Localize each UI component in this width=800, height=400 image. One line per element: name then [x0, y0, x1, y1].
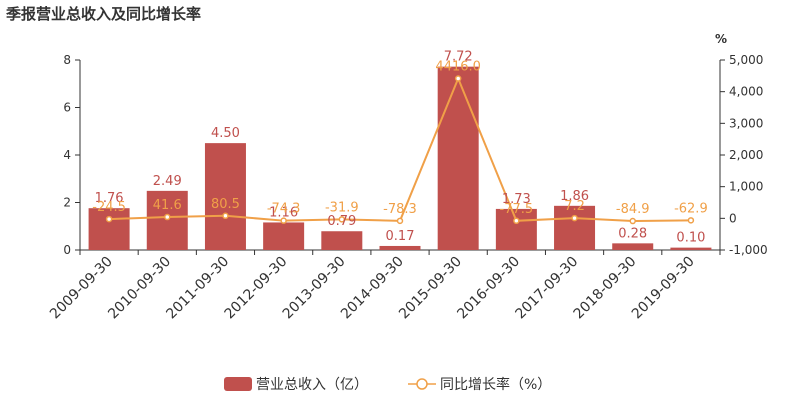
- legend-bar-label: 营业总收入（亿）: [256, 377, 368, 393]
- y-left-tick-label: 6: [63, 101, 71, 115]
- growth-value-label: -31.9: [325, 200, 359, 215]
- y-left-tick-label: 0: [63, 243, 71, 257]
- chart-title: 季报营业总收入及同比增长率: [6, 5, 202, 23]
- growth-line: [109, 75, 691, 223]
- y-right-tick-label: 0: [729, 211, 737, 225]
- growth-value-label: -78.3: [383, 202, 417, 217]
- y-right-tick-label: 3,000: [729, 116, 763, 130]
- growth-value-label: -62.9: [674, 201, 708, 216]
- bar-value-label: 0.28: [618, 226, 647, 241]
- bar: [437, 66, 479, 251]
- bar-value-label: 1.16: [269, 205, 298, 220]
- growth-value-label: -24.5: [92, 200, 126, 215]
- bar: [321, 231, 363, 250]
- y-right-tick-label: 1,000: [729, 180, 763, 194]
- growth-point: [629, 217, 636, 225]
- bar-value-label: 1.73: [502, 192, 531, 207]
- growth-value-label: 7.2: [564, 199, 585, 214]
- growth-point: [280, 217, 287, 224]
- growth-value-label: 41.6: [153, 198, 182, 213]
- bar: [88, 208, 130, 250]
- bar-value-label: 7.72: [444, 50, 473, 65]
- growth-point: [454, 75, 462, 82]
- growth-point: [105, 215, 113, 223]
- growth-value-label: -84.9: [616, 202, 650, 217]
- growth-point: [164, 213, 171, 221]
- legend-line-marker: [416, 378, 428, 390]
- y-left-tick-label: 2: [63, 196, 71, 210]
- bar: [612, 243, 654, 250]
- bar-value-label: 1.76: [95, 191, 124, 206]
- growth-point: [687, 217, 695, 224]
- bar: [554, 205, 596, 250]
- bar-value-label: 2.49: [153, 174, 182, 189]
- growth-value-label: 4416.0: [435, 59, 481, 74]
- bar: [495, 208, 537, 250]
- bar: [204, 143, 246, 250]
- growth-value-label: -74.3: [267, 202, 301, 217]
- growth-value-label: 80.5: [211, 197, 240, 212]
- bar-value-label: 0.10: [676, 231, 705, 246]
- growth-value-label: -77.5: [500, 202, 534, 217]
- growth-point: [222, 212, 229, 220]
- y-right-tick-label: 5,000: [729, 53, 763, 67]
- y-left-tick-label: 4: [63, 148, 71, 162]
- y-right-tick-label: 2,000: [729, 148, 763, 162]
- legend-bar-swatch: [224, 377, 252, 391]
- bar: [670, 247, 712, 250]
- y-right-unit: %: [715, 32, 727, 46]
- x-tick-label: 2019-09-30: [629, 254, 698, 323]
- bar-value-label: 0.17: [386, 229, 415, 244]
- growth-point: [571, 214, 578, 222]
- bar-value-label: 4.50: [211, 126, 240, 141]
- bar-value-label: 0.79: [327, 214, 356, 229]
- legend-line-label: 同比增长率（%）: [440, 376, 551, 393]
- growth-point: [396, 217, 404, 225]
- bar: [263, 222, 305, 250]
- growth-point: [513, 217, 520, 225]
- bar-value-label: 1.86: [560, 189, 589, 204]
- growth-point: [338, 216, 346, 223]
- y-left-tick-label: 8: [63, 53, 71, 67]
- y-right-tick-label: 4,000: [729, 85, 763, 99]
- bar: [379, 245, 421, 250]
- y-right-tick-label: -1,000: [729, 243, 768, 257]
- bar: [146, 190, 188, 250]
